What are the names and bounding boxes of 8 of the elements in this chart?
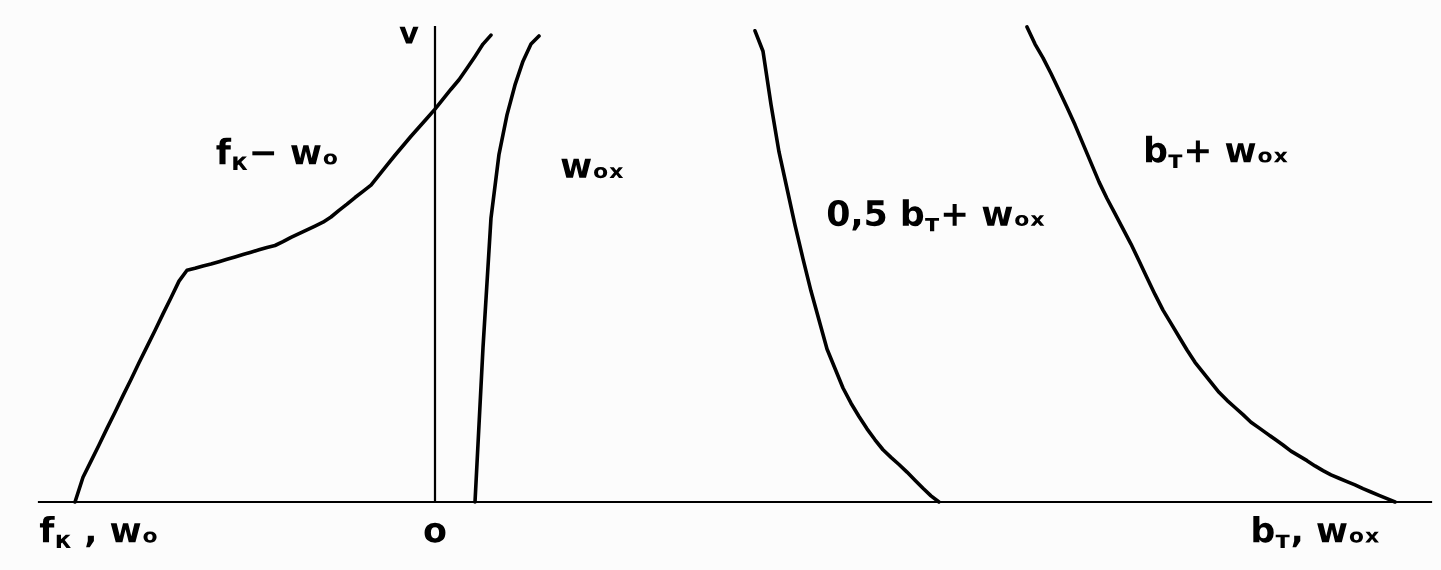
series-label: b$_{т}$+ wₒₓ [1146, 135, 1288, 168]
y-axis-title: v [399, 26, 419, 44]
x-tick-label: f$_{к}$ , wₒ [39, 515, 157, 548]
series-label: f$_{к}$− wₒ [216, 137, 337, 170]
x-tick-label: o [424, 522, 446, 543]
series-label: wₒₓ [561, 158, 624, 179]
series-label: 0,5 b$_{т}$+ wₒₓ [827, 199, 1045, 232]
x-tick-label: b$_{т}$, wₒₓ [1253, 515, 1379, 548]
